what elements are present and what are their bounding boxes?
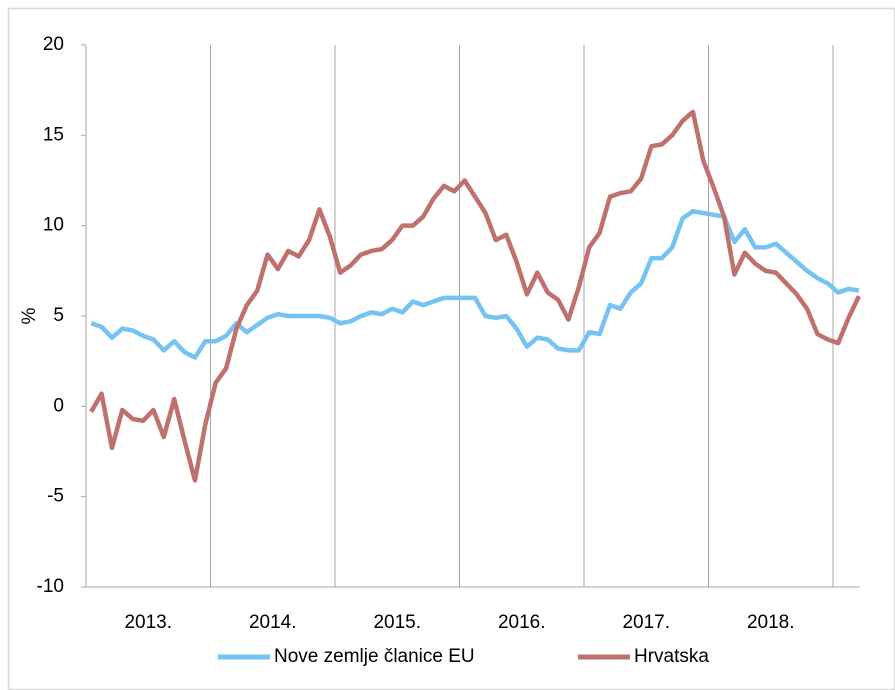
x-tick-label: 2014. [249, 612, 297, 633]
x-tick-label: 2018. [747, 612, 795, 633]
x-tick-label: 2017. [622, 612, 670, 633]
y-tick-label: 15 [43, 124, 64, 145]
series-line [90, 208, 860, 360]
x-tick-label: 2013. [124, 612, 172, 633]
y-axis-label: % [19, 307, 40, 324]
y-tick-label: -10 [37, 576, 64, 597]
y-tick-label: 0 [53, 395, 64, 416]
y-tick-label: 20 [43, 34, 64, 55]
legend-label: Hrvatska [634, 646, 709, 667]
legend-label: Nove zemlje članice EU [274, 646, 475, 667]
x-tick-label: 2015. [373, 612, 421, 633]
y-tick-label: 10 [43, 215, 64, 236]
y-tick-label: -5 [47, 486, 64, 507]
y-tick-label: 5 [53, 305, 64, 326]
series-line [89, 109, 861, 483]
x-tick-label: 2016. [498, 612, 546, 633]
